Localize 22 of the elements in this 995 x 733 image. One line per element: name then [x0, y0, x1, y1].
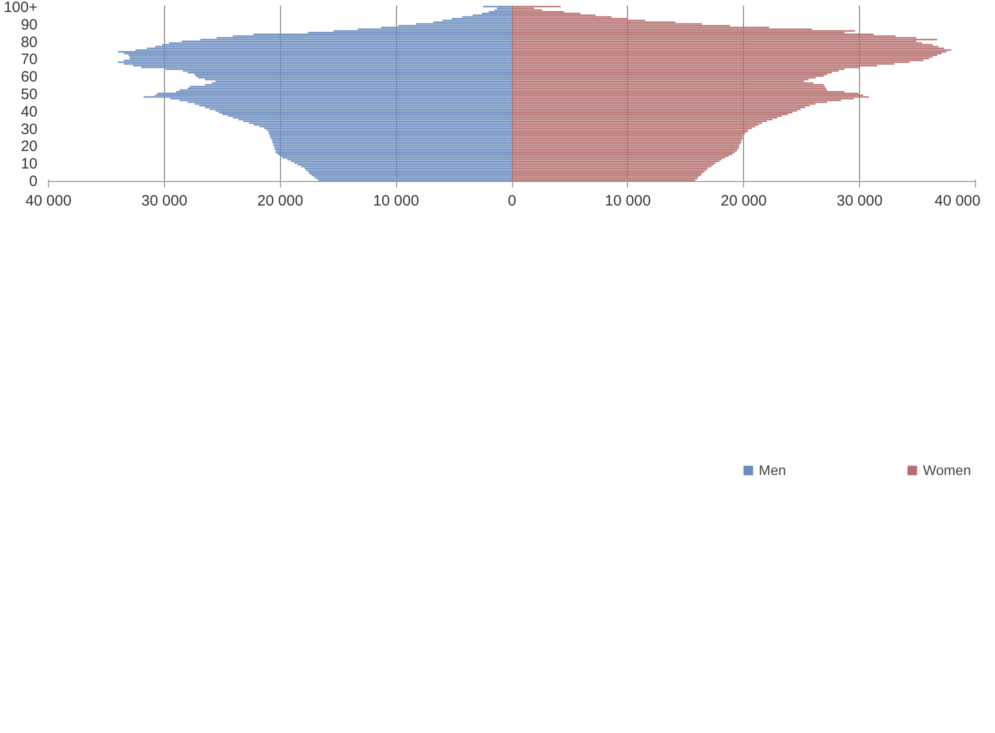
- legend-label: Women: [923, 462, 971, 478]
- x-tick-label: 30 000: [141, 192, 188, 210]
- y-tick-label: 70: [20, 51, 38, 68]
- x-tick-label: 40 000: [26, 192, 72, 210]
- x-tick-label: 30 000: [836, 192, 883, 210]
- x-tick-label: 20 000: [720, 192, 767, 210]
- y-tick-label: 30: [20, 120, 38, 138]
- y-tick-label: 100+: [4, 0, 38, 16]
- y-tick-label: 50: [20, 86, 38, 103]
- y-tick-label: 0: [29, 172, 38, 190]
- y-tick-label: 80: [20, 34, 38, 51]
- x-tick-label: 0: [508, 192, 516, 210]
- y-tick-label: 40: [20, 103, 38, 120]
- x-tick-label: 10 000: [604, 192, 651, 210]
- x-tick-label: 10 000: [373, 192, 420, 210]
- x-tick-label: 40 000: [934, 192, 981, 210]
- x-tick-label: 20 000: [257, 192, 304, 210]
- y-tick-label: 90: [20, 16, 38, 34]
- y-tick-label: 60: [20, 68, 38, 86]
- y-tick-label: 20: [20, 138, 38, 156]
- legend-label: Men: [758, 462, 786, 478]
- y-tick-label: 10: [20, 156, 38, 173]
